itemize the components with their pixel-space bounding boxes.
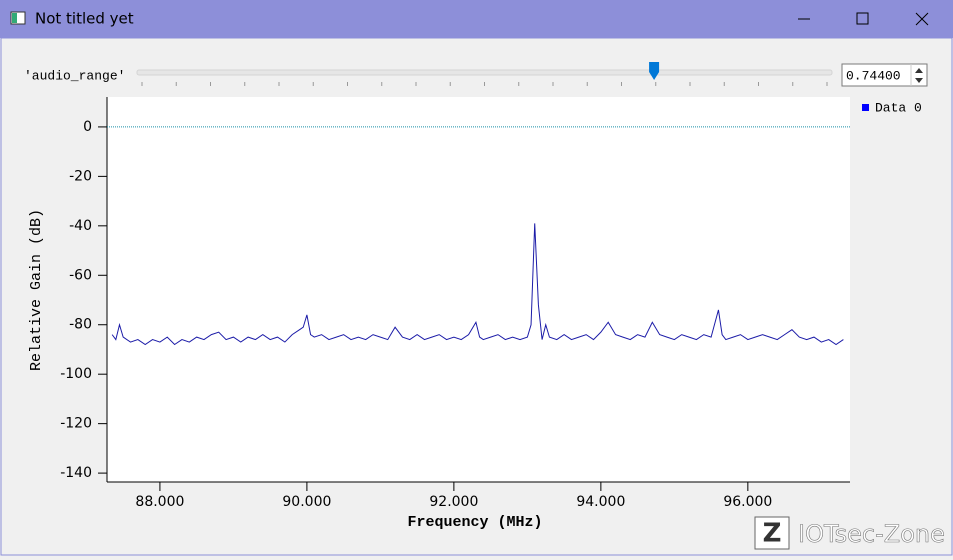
plot-area — [107, 97, 850, 482]
y-tick-label: -140 — [60, 465, 92, 481]
slider-ticks — [141, 82, 828, 86]
spin-box[interactable] — [841, 63, 928, 87]
spin-down[interactable] — [915, 78, 923, 83]
spin-up[interactable] — [915, 68, 923, 73]
y-axis-label: Relative Gain (dB) — [28, 209, 45, 371]
legend-label: Data 0 — [875, 100, 922, 115]
y-tick-label: -40 — [69, 218, 92, 234]
maximize-button[interactable] — [856, 12, 869, 25]
slider-track[interactable] — [136, 69, 833, 76]
watermark-text: IOTsec-Zone — [798, 520, 945, 548]
spin-value: 0.74400 — [846, 68, 901, 83]
x-tick-label: 92.000 — [429, 494, 478, 510]
slider-handle[interactable] — [649, 62, 660, 80]
x-tick-label: 94.000 — [576, 494, 625, 510]
x-axis-label: Frequency (MHz) — [407, 514, 542, 531]
legend-swatch — [862, 104, 869, 111]
app-icon-part — [12, 13, 17, 23]
x-tick-label: 88.000 — [135, 494, 184, 510]
slider-label: 'audio_range' — [24, 68, 125, 83]
watermark-logo-text: Z — [763, 519, 782, 549]
y-tick-label: -80 — [69, 317, 92, 333]
x-tick-label: 90.000 — [282, 494, 331, 510]
close-button[interactable] — [915, 12, 929, 26]
data-line — [111, 223, 844, 346]
x-tick-label: 96.000 — [723, 494, 772, 510]
window-title: Not titled yet — [35, 10, 134, 28]
window-border — [0, 37, 953, 556]
watermark-logo — [754, 516, 790, 550]
y-tick-label: -120 — [60, 416, 92, 432]
title-bar — [0, 0, 953, 38]
y-tick-label: -100 — [60, 366, 92, 382]
y-tick-label: 0 — [83, 119, 92, 135]
y-tick-label: -20 — [69, 168, 92, 184]
y-tick-label: -60 — [69, 267, 92, 283]
